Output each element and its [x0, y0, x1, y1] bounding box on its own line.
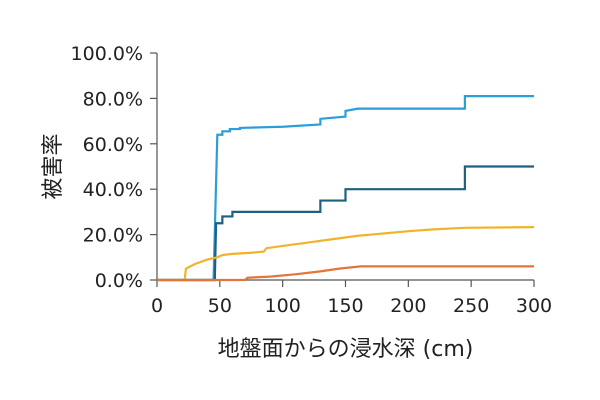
y-axis-title: 被害率: [41, 133, 66, 199]
series-line-1: [157, 95, 534, 282]
y-tick-label: 40.0%: [83, 179, 143, 201]
x-tick-label: 150: [327, 295, 363, 317]
x-tick-label: 0: [151, 295, 163, 317]
y-tick-label: 80.0%: [83, 88, 143, 110]
y-tick-label: 60.0%: [83, 134, 143, 156]
x-tick-label: 250: [453, 295, 489, 317]
y-tick-label: 0.0%: [95, 270, 143, 292]
series-line-3: [157, 226, 535, 282]
tick-labels: 0.0% 20.0% 40.0% 60.0% 80.0% 100.0% 0 50 100 150 2…: [71, 43, 553, 317]
series-line-2: [157, 165, 534, 282]
axes: [150, 52, 535, 287]
x-tick-label: 100: [265, 295, 301, 317]
series-layer: [157, 95, 535, 282]
y-tick-label: 100.0%: [71, 43, 143, 65]
x-axis-title: 地盤面からの浸水深 (cm): [218, 337, 474, 362]
x-tick-label: 300: [516, 295, 552, 317]
x-tick-label: 200: [390, 295, 426, 317]
series-line-4: [157, 265, 534, 282]
x-tick-label: 50: [208, 295, 232, 317]
y-tick-label: 20.0%: [83, 225, 143, 247]
